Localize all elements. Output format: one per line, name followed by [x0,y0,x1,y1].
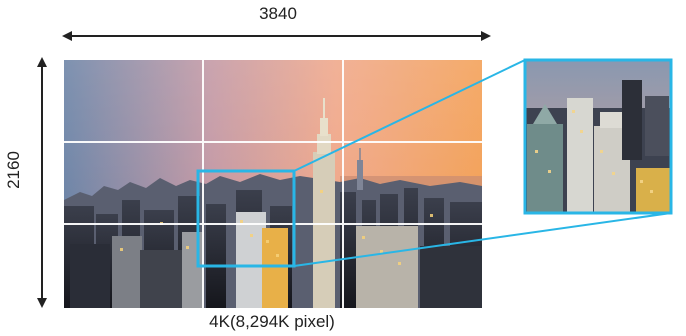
inset-frame [523,58,673,215]
height-dimension-arrow [37,57,47,308]
width-label: 3840 [259,4,297,23]
resolution-caption: 4K(8,294K pixel) [209,312,335,331]
zoomed-inset [525,60,671,213]
city-photo [64,60,482,308]
highlight-box [196,169,296,268]
height-label: 2160 [4,151,23,189]
width-dimension-arrow [62,31,491,41]
zoom-connector-lines [293,59,672,267]
